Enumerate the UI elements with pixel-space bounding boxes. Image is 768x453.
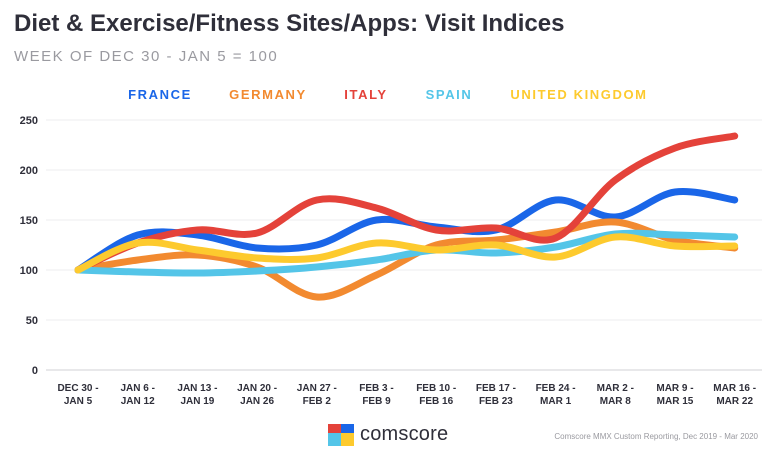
legend-item-italy: ITALY — [344, 87, 388, 102]
x-tick-label: MAR 16 -MAR 22 — [713, 383, 756, 407]
y-tick-label: 200 — [20, 165, 38, 177]
source-note: Comscore MMX Custom Reporting, Dec 2019 … — [554, 432, 758, 441]
chart-subtitle: WEEK OF DEC 30 - JAN 5 = 100 — [14, 48, 279, 65]
x-tick-label: JAN 13 -JAN 19 — [177, 383, 217, 407]
series-line-united-kingdom — [74, 233, 739, 274]
x-tick-label: MAR 2 -MAR 8 — [597, 383, 634, 407]
x-tick-label: MAR 9 -MAR 15 — [656, 383, 693, 407]
chart-title: Diet & Exercise/Fitness Sites/Apps: Visi… — [14, 10, 565, 37]
x-tick-label: FEB 3 -FEB 9 — [359, 383, 393, 407]
legend-item-spain: SPAIN — [425, 87, 473, 102]
y-tick-label: 100 — [20, 265, 38, 277]
series-line-italy — [74, 132, 739, 274]
legend-item-united-kingdom: UNITED KINGDOM — [510, 87, 648, 102]
legend-item-france: FRANCE — [128, 87, 192, 102]
y-tick-label: 150 — [20, 215, 38, 227]
x-tick-label: JAN 20 -JAN 26 — [237, 383, 277, 407]
x-tick-label: FEB 24 -MAR 1 — [536, 383, 576, 407]
y-axis-ticks: 0 50 100 150 200 250 — [20, 115, 38, 377]
y-tick-label: 250 — [20, 115, 38, 127]
y-tick-label: 50 — [26, 315, 38, 327]
x-tick-label: DEC 30 -JAN 5 — [57, 383, 98, 407]
series-lines — [74, 132, 739, 301]
comscore-logo-icon — [328, 423, 354, 446]
brand-name: comscore — [360, 423, 449, 445]
x-tick-label: JAN 6 -JAN 12 — [120, 383, 155, 407]
x-tick-label: JAN 27 -FEB 2 — [297, 383, 337, 407]
x-tick-label: FEB 17 -FEB 23 — [476, 383, 516, 407]
legend-item-germany: GERMANY — [229, 87, 307, 102]
series-line-germany — [74, 218, 739, 301]
y-tick-label: 0 — [32, 365, 38, 377]
x-axis-ticks: DEC 30 -JAN 5 JAN 6 -JAN 12 JAN 13 -JAN 19… — [57, 383, 756, 407]
brand: comscore — [328, 423, 448, 446]
x-tick-label: FEB 10 -FEB 16 — [416, 383, 456, 407]
